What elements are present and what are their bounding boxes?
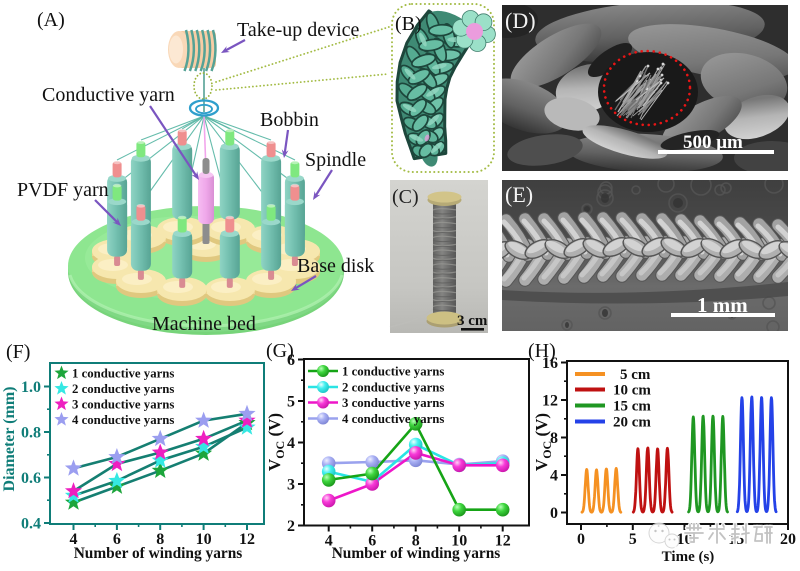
svg-text:1 conductive yarns: 1 conductive yarns — [342, 365, 444, 379]
svg-text:(H): (H) — [528, 340, 556, 362]
svg-text:1.0: 1.0 — [21, 379, 41, 396]
svg-text:4: 4 — [70, 531, 78, 548]
svg-text:3 conductive yarns: 3 conductive yarns — [342, 396, 444, 410]
svg-text:0.4: 0.4 — [21, 516, 41, 533]
svg-text:Base disk: Base disk — [297, 255, 374, 277]
svg-text:2: 2 — [287, 518, 295, 535]
svg-text:5: 5 — [287, 394, 295, 411]
svg-text:Spindle: Spindle — [305, 149, 366, 171]
svg-text:6: 6 — [368, 533, 376, 550]
svg-text:0: 0 — [550, 505, 558, 522]
svg-text:8: 8 — [156, 531, 164, 548]
svg-text:4 conductive yarns: 4 conductive yarns — [342, 412, 444, 426]
svg-text:12: 12 — [239, 531, 255, 548]
svg-text:4: 4 — [325, 533, 333, 550]
svg-text:10 cm: 10 cm — [613, 383, 651, 399]
svg-text:12: 12 — [542, 393, 558, 410]
svg-text:20 cm: 20 cm — [613, 415, 651, 431]
svg-text:Bobbin: Bobbin — [260, 109, 319, 131]
svg-text:8: 8 — [412, 533, 420, 550]
svg-text:0.8: 0.8 — [21, 425, 41, 442]
svg-text:1 conductive yarns: 1 conductive yarns — [72, 367, 174, 381]
svg-text:2 conductive yarns: 2 conductive yarns — [72, 382, 174, 396]
svg-text:(E): (E) — [505, 182, 533, 207]
svg-text:Conductive yarn: Conductive yarn — [42, 84, 175, 106]
svg-text:Machine bed: Machine bed — [152, 313, 256, 335]
svg-text:(B): (B) — [395, 13, 422, 35]
svg-text:(G): (G) — [266, 340, 294, 362]
svg-text:5 cm: 5 cm — [620, 367, 651, 383]
svg-text:(C): (C) — [392, 186, 419, 208]
svg-text:6: 6 — [113, 531, 121, 548]
svg-text:3 conductive yarns: 3 conductive yarns — [72, 398, 174, 412]
svg-text:4: 4 — [550, 468, 558, 485]
svg-text:Time (s): Time (s) — [662, 549, 715, 565]
svg-text:3: 3 — [287, 477, 295, 494]
svg-text:Diameter (mm): Diameter (mm) — [1, 387, 18, 492]
svg-text:15 cm: 15 cm — [613, 399, 651, 415]
svg-text:20: 20 — [780, 531, 796, 548]
svg-text:4: 4 — [287, 435, 295, 452]
svg-text:5: 5 — [629, 531, 637, 548]
svg-text:10: 10 — [451, 533, 467, 550]
svg-text:(A): (A) — [37, 9, 65, 31]
svg-text:Number of winding yarns: Number of winding yarns — [74, 545, 243, 562]
svg-text:3 cm: 3 cm — [457, 313, 488, 329]
svg-text:(F): (F) — [6, 341, 30, 363]
svg-text:12: 12 — [495, 533, 511, 550]
svg-text:0.6: 0.6 — [21, 470, 41, 487]
svg-text:4 conductive yarns: 4 conductive yarns — [72, 413, 174, 427]
svg-text:PVDF yarn: PVDF yarn — [17, 179, 109, 201]
svg-text:Number of winding yarns: Number of winding yarns — [332, 545, 501, 562]
svg-text:Take-up device: Take-up device — [237, 19, 360, 41]
svg-text:(D): (D) — [505, 8, 536, 33]
svg-text:0: 0 — [577, 531, 585, 548]
svg-text:500 μm: 500 μm — [683, 132, 743, 153]
svg-text:10: 10 — [196, 531, 212, 548]
svg-text:6: 6 — [287, 352, 295, 369]
svg-text:16: 16 — [542, 355, 558, 372]
svg-text:8: 8 — [550, 430, 558, 447]
svg-text:2 conductive yarns: 2 conductive yarns — [342, 381, 444, 395]
